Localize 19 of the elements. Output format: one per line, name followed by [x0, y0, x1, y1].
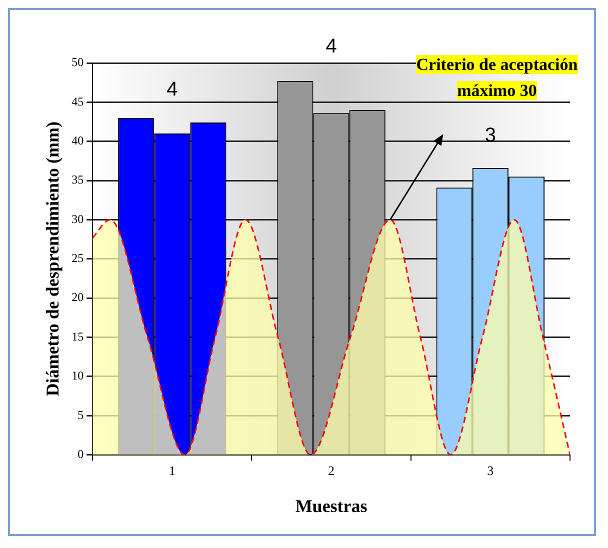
- y-tick-label: 25: [72, 251, 84, 266]
- x-tick-label: 1: [168, 463, 176, 478]
- y-tick-label: 5: [78, 408, 84, 422]
- y-tick-label: 50: [72, 55, 84, 70]
- text: 4: [326, 36, 337, 58]
- x-tick-label: 2: [328, 463, 335, 478]
- y-tick-label: 35: [72, 172, 84, 187]
- y-tick-label: 15: [72, 329, 84, 344]
- y-tick-label: 20: [72, 290, 84, 304]
- y-tick-label: 40: [72, 134, 84, 148]
- x-axis-title: Muestras: [295, 496, 368, 516]
- y-tick-label: 30: [72, 212, 84, 226]
- x-tick-label: 3: [487, 463, 494, 478]
- annotation: Criterio de aceptación máximo 30: [416, 55, 578, 100]
- annotation: 4: [166, 78, 178, 100]
- y-tick-label: 0: [78, 446, 84, 461]
- y-tick-label: 45: [72, 94, 84, 108]
- y-tick-label: 10: [72, 368, 84, 383]
- y-axis-title: Diámetro de desprendimiento (mm): [42, 121, 62, 396]
